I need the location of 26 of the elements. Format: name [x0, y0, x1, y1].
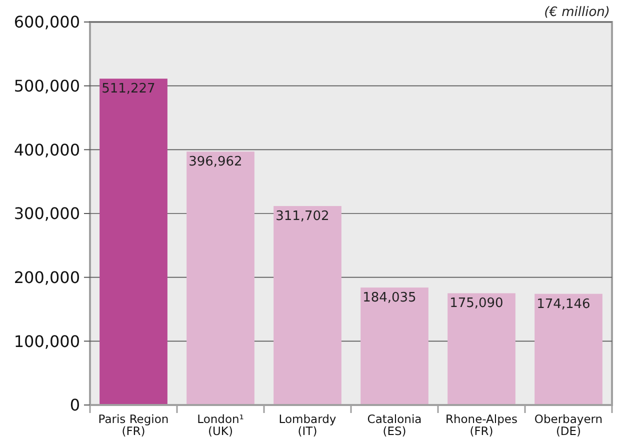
y-tick-label: 300,000: [14, 204, 80, 224]
y-tick-label: 500,000: [14, 76, 80, 96]
text: (€ million): [544, 5, 610, 20]
data-label: 174,146: [536, 296, 590, 312]
x-tick-label: London¹ (UK): [197, 412, 244, 438]
y-tick-label: 600,000: [14, 12, 80, 32]
bar: [534, 294, 602, 405]
x-tick-label: Lombardy (IT): [278, 412, 336, 438]
data-label: 175,090: [450, 296, 504, 312]
bar: [100, 78, 168, 405]
bar: [360, 288, 428, 405]
bar: [186, 152, 254, 405]
x-tick-label: Catalonia (ES): [367, 412, 422, 438]
y-tick-label: 0: [70, 396, 80, 415]
data-label: 511,227: [102, 82, 156, 97]
y-tick-label: 100,000: [14, 332, 80, 351]
data-label: 311,702: [276, 209, 330, 224]
x-tick-label: Rhone-Alpes (FR): [445, 412, 518, 438]
y-tick-label: 200,000: [14, 268, 80, 287]
x-tick-label: Oberbayern (DE): [534, 412, 603, 438]
bar: [274, 206, 342, 405]
bar: [448, 293, 516, 405]
data-label: 396,962: [188, 154, 242, 170]
y-tick-label: 400,000: [14, 140, 80, 160]
data-label: 184,035: [362, 290, 416, 306]
x-tick-label: Paris Region (FR): [98, 412, 169, 438]
